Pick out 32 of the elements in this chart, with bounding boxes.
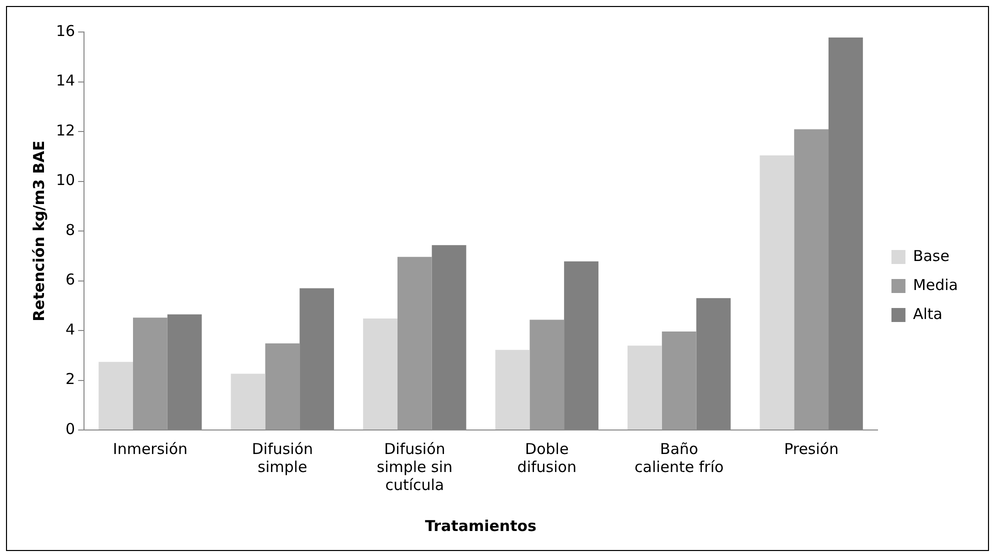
- y-tick-label: 16: [56, 22, 76, 40]
- x-axis-title: Tratamientos: [425, 516, 537, 535]
- y-tick-label: 12: [56, 121, 76, 140]
- y-tick-label: 10: [56, 171, 76, 190]
- bar: [98, 362, 134, 430]
- x-tick-label: Inmersión: [112, 440, 188, 458]
- bar: [662, 331, 696, 430]
- y-tick-label: 14: [56, 72, 76, 90]
- bar: [760, 155, 794, 430]
- bar: [133, 318, 168, 430]
- legend-label: Media: [912, 276, 958, 294]
- bar: [363, 318, 398, 430]
- x-tick-label: Presión: [784, 440, 839, 458]
- y-tick-label: 6: [66, 270, 76, 289]
- y-tick-label: 4: [66, 320, 76, 338]
- bar: [794, 129, 829, 430]
- bar: [530, 320, 564, 430]
- legend-label: Base: [912, 246, 950, 265]
- bar: [265, 343, 300, 430]
- x-tick-label: Baño caliente frío: [634, 440, 724, 476]
- y-tick-label: 2: [66, 370, 76, 388]
- y-tick-label: 8: [66, 220, 76, 239]
- y-axis-title: Retención kg/m3 BAE: [30, 140, 48, 322]
- x-tick-label: Difusión simple: [252, 440, 314, 476]
- legend-label: Alta: [912, 304, 942, 323]
- bar: [628, 346, 662, 430]
- bar: [495, 350, 530, 430]
- bar: [397, 256, 432, 430]
- y-tick-label: 0: [66, 420, 76, 438]
- x-tick-label: Difusión simple sin cutícula: [376, 440, 453, 494]
- x-tick-label: Doble difusion: [517, 440, 576, 476]
- bar: [230, 374, 266, 430]
